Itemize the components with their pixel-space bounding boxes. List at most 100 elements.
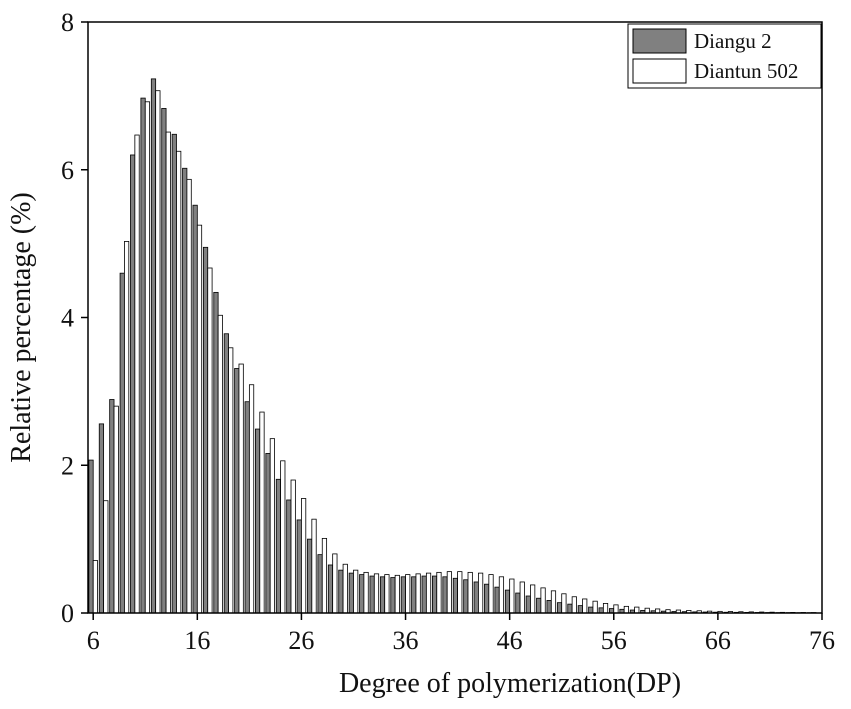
x-tick-label: 76	[809, 626, 835, 655]
legend-label: Diangu 2	[694, 29, 772, 53]
bar	[155, 90, 161, 614]
bar	[217, 314, 223, 614]
y-tick-label: 4	[61, 304, 74, 333]
bar	[161, 108, 167, 614]
bar	[446, 571, 452, 614]
bar	[223, 333, 229, 614]
bar	[577, 605, 583, 614]
bar	[411, 576, 417, 614]
bar	[436, 571, 442, 614]
bars-layer	[88, 78, 817, 614]
y-tick-label: 2	[61, 451, 74, 480]
legend-swatch	[632, 28, 687, 54]
bar	[504, 589, 511, 614]
bar	[467, 571, 473, 614]
bar	[109, 399, 115, 614]
bar	[327, 564, 334, 614]
bar	[275, 478, 282, 614]
bar	[321, 537, 328, 614]
bar	[546, 600, 552, 614]
series-diantun-502	[92, 90, 817, 614]
legend: Diangu 2 Diantun 502	[627, 23, 822, 89]
bar	[390, 577, 396, 614]
bar	[602, 603, 609, 614]
legend-swatch	[632, 58, 687, 84]
bar	[234, 368, 240, 614]
legend-label: Diantun 502	[694, 59, 798, 83]
bar	[384, 574, 390, 614]
bar	[176, 150, 182, 614]
bar	[613, 604, 619, 614]
bar	[280, 460, 286, 614]
bar	[478, 572, 484, 614]
bar	[494, 586, 500, 614]
bar	[442, 576, 448, 614]
bar	[432, 575, 438, 614]
bar	[317, 554, 323, 614]
bar	[634, 606, 640, 614]
bar	[301, 498, 307, 614]
x-tick-label: 26	[288, 626, 314, 655]
bar	[244, 401, 250, 614]
bar	[519, 581, 525, 614]
x-tick-label: 16	[184, 626, 210, 655]
bar	[286, 499, 292, 614]
bar	[332, 553, 338, 614]
bar	[498, 576, 505, 614]
bar	[130, 154, 136, 614]
bar	[373, 573, 380, 614]
bar	[400, 576, 406, 614]
bar	[124, 241, 130, 614]
bar	[88, 459, 94, 614]
bar	[265, 453, 271, 614]
bar	[463, 579, 469, 614]
bar	[394, 574, 400, 614]
bar	[515, 592, 521, 614]
x-tick-label: 66	[705, 626, 731, 655]
bar	[140, 97, 146, 614]
bar	[536, 597, 542, 614]
bar	[311, 518, 317, 614]
bar	[363, 571, 369, 614]
bar	[425, 572, 432, 614]
bar	[567, 603, 573, 614]
x-tick-label: 36	[393, 626, 419, 655]
bar	[92, 560, 98, 614]
bar	[182, 167, 188, 614]
bar	[623, 605, 629, 614]
bar	[571, 596, 577, 614]
bar	[119, 272, 125, 614]
bar	[592, 600, 598, 614]
y-tick-label: 0	[61, 599, 74, 628]
bar	[540, 587, 546, 614]
bar	[561, 593, 567, 614]
bar	[550, 590, 557, 614]
bar	[338, 569, 344, 614]
bar	[171, 133, 177, 614]
x-axis-label: Degree of polymerization(DP)	[339, 668, 681, 699]
bar	[473, 581, 479, 614]
bar	[598, 607, 604, 614]
bar	[525, 595, 531, 614]
bar	[415, 573, 421, 614]
bar	[421, 575, 427, 614]
bar	[228, 347, 234, 614]
bar	[255, 428, 261, 614]
bar	[342, 563, 348, 614]
y-axis-label: Relative percentage (%)	[6, 192, 37, 463]
bar	[196, 224, 203, 614]
x-tick-label: 56	[601, 626, 627, 655]
bar	[530, 584, 536, 614]
bar	[113, 405, 119, 614]
bar	[238, 363, 244, 614]
bar	[192, 204, 198, 614]
x-tick-label: 6	[87, 626, 100, 655]
bar	[488, 574, 494, 614]
bar	[588, 606, 594, 614]
bar	[98, 423, 105, 614]
bar	[484, 583, 490, 614]
bar	[213, 291, 219, 614]
bar	[348, 572, 354, 614]
